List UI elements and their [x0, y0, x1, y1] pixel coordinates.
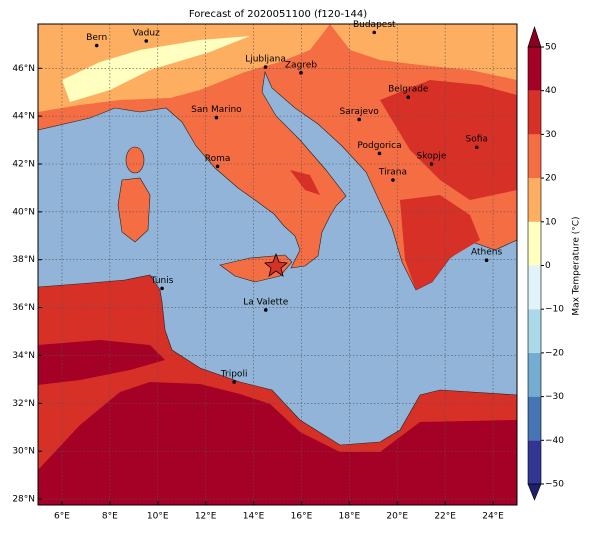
- city-dot: [144, 39, 149, 43]
- city-label: Tirana: [378, 168, 407, 178]
- colorbar-bin: [528, 352, 541, 397]
- grid: 6°E 8°E 10°E 12°E 14°E 16°E 18°E 20°E 22°E 24°E 28…: [12, 24, 517, 522]
- city-label: Sofia: [466, 135, 488, 145]
- y-tick-label: 42°N: [12, 159, 35, 169]
- city-dot: [484, 258, 489, 262]
- city-dot: [377, 151, 382, 156]
- city-label: Roma: [205, 154, 231, 164]
- city-dot: [214, 115, 219, 120]
- city-dot: [263, 308, 268, 312]
- colorbar-over: [527, 26, 542, 48]
- x-tick-label: 24°E: [482, 512, 504, 522]
- corsica: [125, 146, 145, 174]
- colorbar: −50 −40 −30 −20 −10 0 10 20 30 40 50: [527, 26, 564, 501]
- city-dot: [474, 145, 479, 150]
- colorbar-tick-label: 30: [545, 130, 557, 140]
- y-tick-label: 36°N: [12, 303, 35, 313]
- city-label: Athens: [471, 248, 502, 258]
- colorbar-tick-label: −10: [545, 305, 564, 315]
- colorbar-bin: [528, 178, 541, 222]
- colorbar-tick-label: 40: [545, 86, 557, 96]
- x-tick-label: 16°E: [291, 512, 313, 522]
- city-label: Skopje: [417, 151, 447, 161]
- city-dot: [232, 380, 236, 384]
- colorbar-bin: [528, 396, 541, 441]
- title: Forecast of 2020051100 (f120-144): [189, 9, 367, 20]
- y-tick-label: 30°N: [12, 447, 35, 457]
- city-label: Vaduz: [133, 28, 160, 38]
- colorbar-bin: [528, 221, 541, 266]
- hot-zone: [400, 195, 480, 290]
- y-tick-label: 32°N: [12, 399, 35, 409]
- colorbar-tick-label: 10: [545, 217, 557, 227]
- sardinia: [117, 177, 151, 243]
- city-dot: [372, 30, 377, 35]
- colorbar-label: Max Temperature (°C): [572, 216, 582, 315]
- city-dot: [391, 178, 395, 182]
- x-tick-label: 10°E: [147, 512, 169, 522]
- city-dot: [160, 286, 164, 291]
- warm-zone: [330, 24, 517, 80]
- city-dot: [357, 117, 361, 122]
- colorbar-tick-label: −20: [545, 348, 564, 358]
- colorbar-tick-label: −50: [545, 480, 564, 490]
- x-tick-label: 14°E: [243, 512, 265, 522]
- hot-core: [38, 340, 165, 385]
- warm-zone: [38, 24, 330, 112]
- hot-zone: [380, 80, 517, 200]
- city-dot: [299, 71, 303, 75]
- x-tick-label: 22°E: [434, 512, 456, 522]
- map-frame: [37, 23, 518, 506]
- city-label: Podgorica: [357, 141, 401, 151]
- city-label: Tunis: [150, 276, 174, 286]
- city-label: Zagreb: [285, 60, 317, 70]
- city-dot: [215, 164, 220, 169]
- y-tick-label: 40°N: [12, 207, 35, 217]
- star-marker: [264, 252, 288, 277]
- colorbar-bin: [528, 134, 541, 179]
- colorbar-bin: [528, 47, 541, 91]
- city-dot: [94, 43, 99, 48]
- y-tick-label: 34°N: [12, 351, 35, 361]
- x-tick-label: 8°E: [102, 512, 118, 522]
- city-label: Budapest: [353, 20, 396, 30]
- city-label: Ljubljana: [245, 55, 286, 65]
- city-label: Sarajevo: [340, 107, 380, 117]
- y-tick-label: 38°N: [12, 255, 35, 265]
- city-label: Tripoli: [220, 369, 248, 379]
- city-dot: [406, 95, 411, 100]
- colorbar-tick-label: −40: [545, 436, 564, 446]
- x-tick-label: 12°E: [195, 512, 217, 522]
- city-label: Bern: [86, 33, 107, 43]
- colorbar-bin: [528, 90, 541, 135]
- colorbar-under: [527, 483, 542, 501]
- y-tick-label: 28°N: [12, 495, 35, 505]
- city-dot: [263, 65, 268, 69]
- x-tick-label: 20°E: [386, 512, 408, 522]
- city-label: San Marino: [191, 105, 242, 115]
- colorbar-bin: [528, 309, 541, 353]
- colorbar-tick-label: 50: [545, 43, 557, 53]
- city-label: La Valette: [243, 297, 288, 307]
- y-tick-label: 46°N: [12, 64, 35, 74]
- colorbar-tick-label: −30: [545, 392, 564, 402]
- colorbar-tick-label: 20: [545, 174, 557, 184]
- hot-zone: [290, 170, 320, 195]
- cool-zone: [62, 36, 250, 102]
- x-tick-label: 18°E: [339, 512, 361, 522]
- colorbar-bin: [528, 265, 541, 310]
- city-label: Belgrade: [388, 85, 429, 95]
- colorbar-tick-label: 0: [545, 261, 551, 271]
- city-dot: [429, 162, 434, 166]
- colorbar-bin: [528, 440, 541, 484]
- y-tick-label: 44°N: [12, 112, 35, 122]
- map: [37, 23, 518, 506]
- x-tick-label: 6°E: [54, 512, 70, 522]
